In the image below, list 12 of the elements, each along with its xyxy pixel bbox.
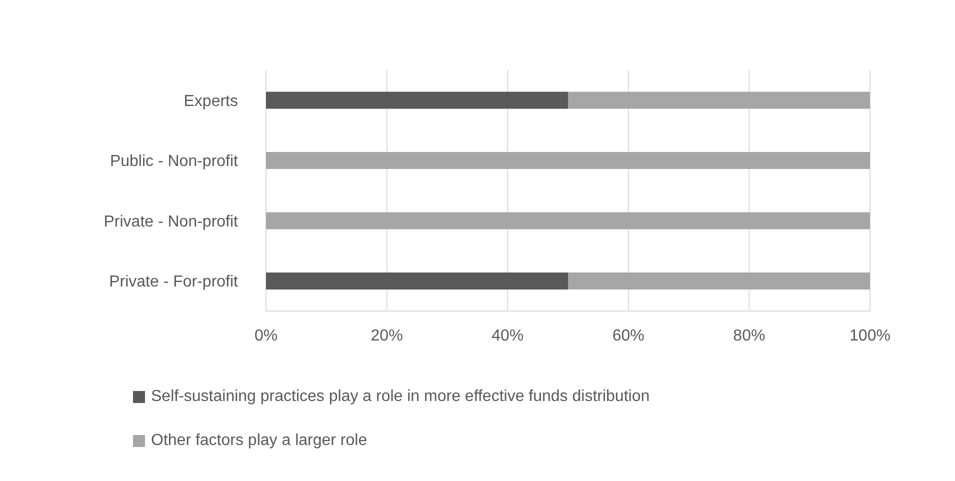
- x-tick-label: 20%: [370, 327, 403, 344]
- y-tick-label: Public - Non-profit: [110, 153, 239, 170]
- x-tick-label: 40%: [492, 327, 524, 344]
- y-tick-label: Experts: [184, 92, 238, 110]
- x-tick-label: 80%: [733, 327, 766, 344]
- x-tick-label: 60%: [612, 327, 644, 344]
- x-tick-label: 100%: [850, 327, 890, 344]
- legend-label: Self-sustaining practices play a role in more effective funds distribution: [151, 387, 650, 407]
- x-tick-label: 0%: [254, 327, 278, 344]
- legend-label: Other factors play a larger role: [151, 431, 368, 451]
- y-tick-label: Private - For-profit: [109, 274, 239, 291]
- y-tick-label: Private - Non-profit: [104, 213, 239, 230]
